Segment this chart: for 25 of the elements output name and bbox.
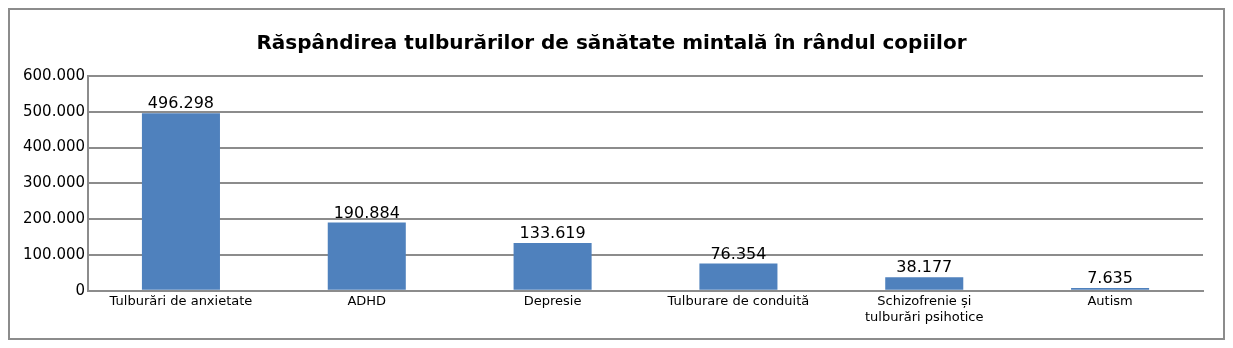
y-tick-label: 600.000 — [23, 65, 86, 84]
y-tick-label: 0 — [75, 280, 86, 299]
y-tick-label: 300.000 — [23, 173, 86, 192]
data-label: 190.884 — [333, 202, 400, 222]
bar — [141, 113, 220, 290]
bar — [699, 263, 778, 290]
bar — [885, 277, 964, 290]
y-tick-label: 200.000 — [23, 209, 86, 228]
x-tick-label: Depresie — [523, 292, 582, 308]
x-tick-label: Tulburare de conduită — [666, 292, 810, 308]
y-tick-label: 100.000 — [23, 244, 86, 263]
data-label: 76.354 — [710, 243, 767, 263]
data-label: 38.177 — [896, 257, 953, 277]
bar — [327, 222, 406, 290]
data-label: 7.635 — [1087, 268, 1133, 288]
x-tick-label: Schizofrenie și tulburări psihotice — [864, 292, 984, 324]
y-tick-label: 500.000 — [23, 101, 86, 120]
x-tick-label: ADHD — [347, 292, 387, 308]
data-label: 496.298 — [147, 93, 215, 113]
bar — [513, 242, 592, 290]
x-tick-label: Tulburări de anxietate — [108, 292, 253, 308]
data-label: 133.619 — [519, 223, 586, 243]
chart-title: Răspândirea tulburărilor de sănătate mintală în rândul copiilor — [256, 30, 967, 55]
x-tick-label: Autism — [1087, 292, 1133, 308]
y-tick-label: 400.000 — [23, 137, 86, 156]
